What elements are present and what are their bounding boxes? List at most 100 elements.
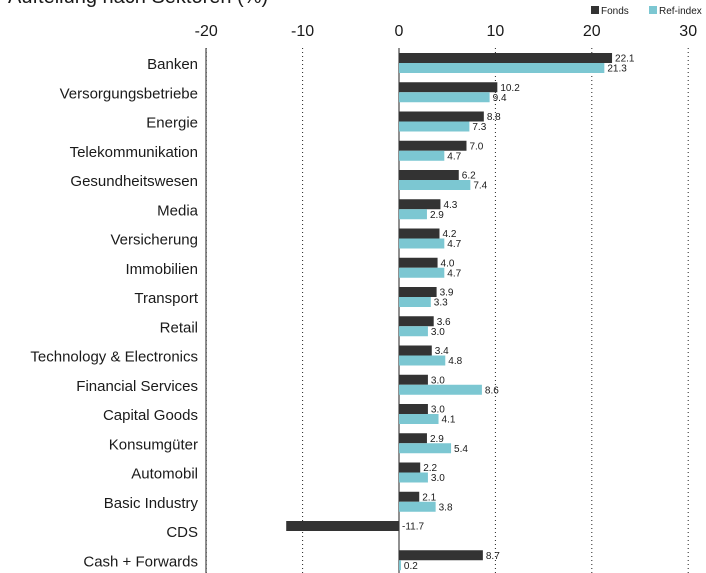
- data-label: 7.4: [473, 181, 487, 192]
- bar-ref-index: [399, 384, 482, 395]
- data-label: 7.0: [469, 141, 483, 152]
- category-label: Banken: [147, 56, 198, 73]
- data-label: 9.4: [493, 93, 507, 104]
- data-label: 4.7: [447, 239, 461, 250]
- bar-fonds: [399, 199, 441, 210]
- bar-fonds: [399, 287, 437, 297]
- bar-fonds: [399, 53, 613, 63]
- bar-ref-index: [399, 501, 436, 512]
- data-label: 4.1: [442, 415, 456, 426]
- bar-ref-index: [399, 443, 452, 454]
- bar-fonds: [399, 257, 438, 268]
- bar-fonds: [399, 374, 428, 385]
- category-label: Versicherung: [110, 232, 198, 249]
- data-label: 3.0: [431, 473, 445, 484]
- x-tick-label: -10: [291, 23, 314, 40]
- data-label: 5.4: [454, 444, 468, 455]
- data-label: 3.3: [434, 298, 448, 309]
- data-label: 8.8: [487, 112, 501, 123]
- data-label: 0.2: [404, 561, 418, 572]
- data-label: 22.1: [615, 54, 635, 65]
- data-label: 6.2: [462, 171, 476, 182]
- bar-fonds: [399, 433, 427, 444]
- bar-fonds: [399, 345, 432, 356]
- category-label: Gesundheitswesen: [70, 173, 198, 190]
- bar-ref-index: [399, 355, 446, 366]
- bar-fonds: [399, 170, 459, 180]
- category-label: Versorgungsbetriebe: [60, 85, 198, 102]
- data-label: 4.3: [443, 200, 457, 211]
- data-label: 3.0: [431, 327, 445, 338]
- x-tick-label: 20: [583, 23, 601, 40]
- category-label: Basic Industry: [104, 495, 199, 512]
- category-label: Immobilien: [125, 261, 198, 278]
- bar-fonds: [399, 404, 428, 414]
- data-label: 4.7: [447, 268, 461, 279]
- category-label: Retail: [160, 319, 198, 336]
- bar-fonds: [399, 140, 467, 151]
- data-label: 3.9: [440, 288, 454, 299]
- bar-ref-index: [399, 560, 401, 571]
- x-tick-label: -20: [195, 23, 218, 40]
- bar-fonds: [399, 462, 421, 473]
- legend-label: Fonds: [601, 6, 629, 17]
- bar-ref-index: [399, 297, 431, 307]
- category-label: Automobil: [131, 466, 198, 483]
- data-label: 3.0: [431, 375, 445, 386]
- data-label: 3.8: [439, 502, 453, 513]
- bar-fonds: [399, 228, 440, 239]
- bar-ref-index: [399, 92, 490, 103]
- bar-ref-index: [399, 209, 427, 220]
- x-tick-label: 0: [395, 23, 404, 40]
- data-label: 3.6: [437, 317, 451, 328]
- category-label: Financial Services: [76, 378, 198, 395]
- bar-fonds: [399, 82, 498, 93]
- data-label: 7.3: [472, 122, 486, 133]
- category-label: Technology & Electronics: [30, 349, 198, 366]
- bar-ref-index: [399, 121, 470, 132]
- x-tick-label: 30: [679, 23, 697, 40]
- bar-ref-index: [399, 414, 439, 424]
- bar-fonds: [399, 550, 483, 561]
- data-label: 21.3: [607, 64, 627, 75]
- category-label: Transport: [134, 290, 198, 307]
- data-label: 3.4: [435, 346, 449, 357]
- category-label: CDS: [166, 524, 198, 541]
- chart-title: Aufteilung nach Sektoren (%): [8, 0, 268, 9]
- category-label: Cash + Forwards: [83, 553, 198, 570]
- data-label: 4.0: [441, 258, 455, 269]
- bar-fonds: [286, 521, 399, 531]
- legend-label: Ref-index: [659, 6, 702, 17]
- data-label: 4.8: [448, 356, 462, 367]
- bar-fonds: [399, 491, 420, 502]
- bar-ref-index: [399, 150, 445, 161]
- category-label: Konsumgüter: [109, 436, 198, 453]
- data-label: 8.6: [485, 385, 499, 396]
- data-label: 10.2: [500, 83, 520, 94]
- data-label: 2.9: [430, 210, 444, 221]
- category-label: Energie: [146, 115, 198, 132]
- data-label: 2.2: [423, 463, 437, 474]
- bar-ref-index: [399, 63, 605, 73]
- data-label: 2.1: [422, 492, 436, 503]
- bar-ref-index: [399, 472, 428, 483]
- bar-ref-index: [399, 267, 445, 278]
- legend-swatch: [649, 6, 657, 14]
- bar-ref-index: [399, 180, 471, 190]
- bar-ref-index: [399, 238, 445, 249]
- data-label: 8.7: [486, 551, 500, 562]
- bar-fonds: [399, 111, 484, 122]
- category-label: Media: [157, 202, 199, 219]
- data-label: 4.2: [442, 229, 456, 240]
- data-label: 2.9: [430, 434, 444, 445]
- bar-ref-index: [399, 326, 428, 337]
- data-label: -11.7: [402, 522, 424, 533]
- data-label: 4.7: [447, 151, 461, 162]
- data-label: 3.0: [431, 405, 445, 416]
- category-label: Capital Goods: [103, 407, 198, 424]
- category-label: Telekommunikation: [70, 144, 198, 161]
- bar-fonds: [399, 316, 434, 327]
- legend-swatch: [591, 6, 599, 14]
- x-tick-label: 10: [487, 23, 505, 40]
